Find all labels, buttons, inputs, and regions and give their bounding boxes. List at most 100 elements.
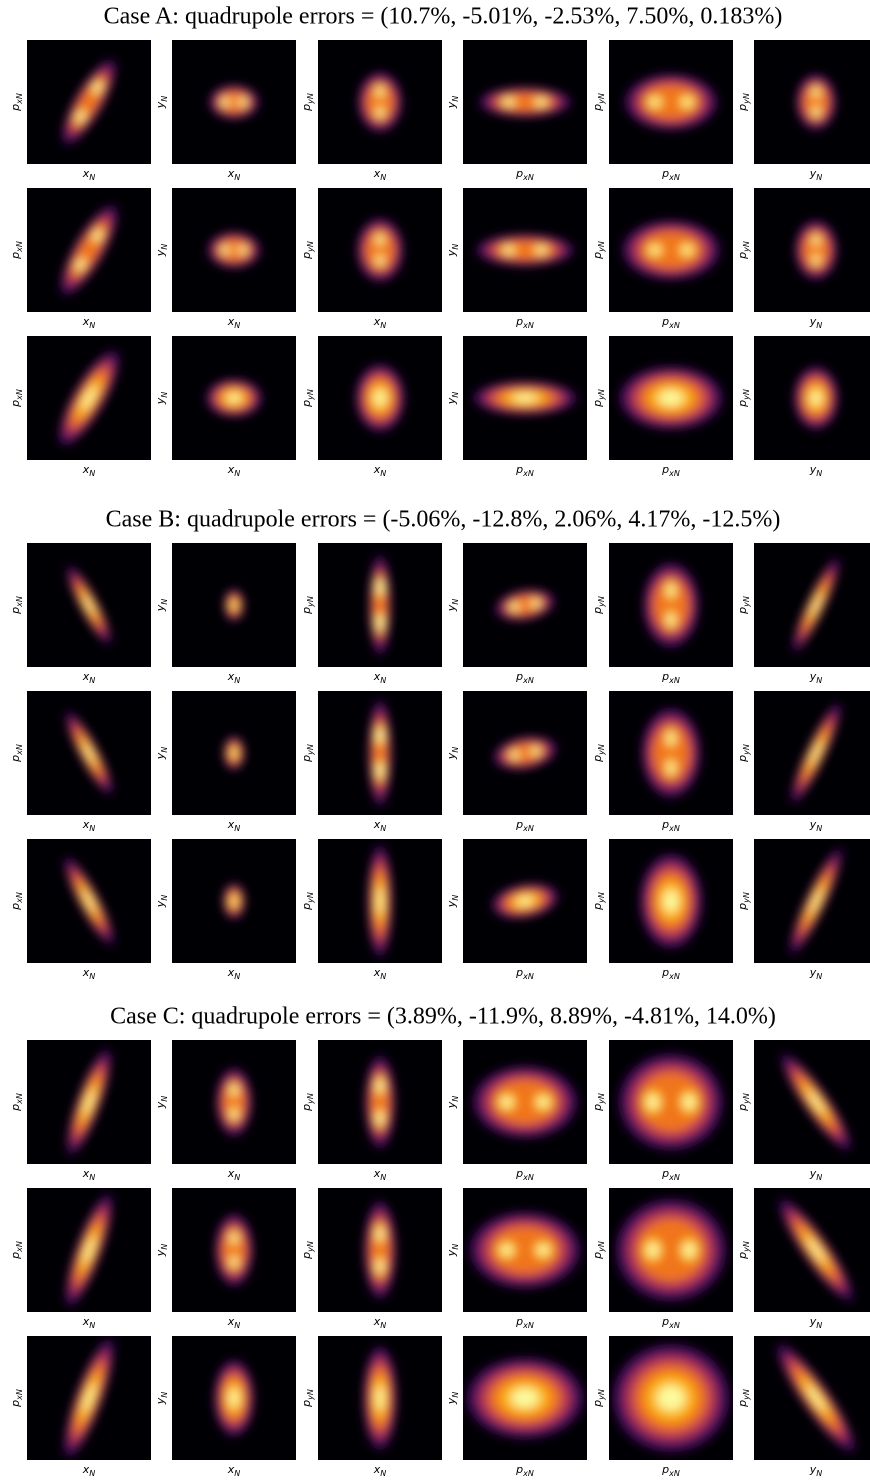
panel: xNpxN — [9, 336, 151, 478]
label-sub: xN — [522, 1469, 534, 1478]
phase-space-image — [318, 336, 442, 460]
beam-distribution — [365, 1056, 395, 1148]
x-axis-label: xN — [373, 670, 387, 685]
x-axis-label: yN — [809, 1167, 823, 1182]
phase-space-image — [172, 691, 296, 815]
x-axis-label: yN — [809, 670, 823, 685]
beam-core — [663, 890, 678, 913]
beam-lobe — [230, 1257, 238, 1267]
beam-distribution — [467, 1358, 583, 1439]
phase-space-image — [754, 336, 870, 460]
phase-space-image — [172, 1188, 296, 1312]
beam-lobe — [376, 728, 384, 742]
label-sub: N — [234, 1173, 240, 1182]
label-sub: N — [234, 173, 240, 182]
label-sub: xN — [668, 173, 680, 182]
label-sub: xN — [668, 469, 680, 478]
beam-core — [231, 897, 236, 906]
y-axis-label: pyN — [591, 241, 606, 260]
phase-space-image — [609, 1188, 733, 1312]
y-axis-label: pxN — [9, 93, 24, 112]
label-sub: xN — [522, 824, 534, 833]
y-axis-label: yN — [445, 1392, 460, 1406]
label-main: p — [661, 315, 669, 328]
beam-distribution — [209, 85, 259, 119]
y-axis-label: yN — [154, 244, 169, 258]
label-sub: N — [380, 676, 386, 685]
label-main: p — [661, 818, 669, 831]
beam-lobe — [647, 1095, 658, 1109]
label-main: p — [661, 966, 669, 979]
x-axis-label: xN — [373, 966, 387, 981]
label-main: p — [736, 1400, 749, 1408]
y-axis-label: pyN — [591, 389, 606, 408]
y-axis-label: pyN — [300, 744, 315, 763]
y-axis-label: pyN — [736, 744, 751, 763]
label-sub: xN — [15, 744, 24, 756]
label-sub: N — [380, 824, 386, 833]
beam-distribution — [216, 1068, 252, 1136]
label-sub: yN — [306, 1093, 315, 1105]
label-main: p — [591, 607, 604, 615]
beam-distribution — [224, 589, 244, 621]
panel: yNpyN — [736, 1336, 870, 1478]
y-axis-label: pyN — [736, 1093, 751, 1112]
phase-space-image — [463, 1040, 587, 1164]
label-main: p — [736, 400, 749, 408]
panel: xNyN — [154, 188, 296, 330]
label-sub: N — [89, 1469, 95, 1478]
beam-lobe — [376, 108, 384, 117]
label-sub: N — [89, 972, 95, 981]
beam-lobe — [667, 584, 675, 596]
beam-distribution — [640, 854, 703, 948]
beam-lobe — [376, 87, 384, 96]
beam-distribution — [368, 845, 393, 957]
x-axis-label: xN — [82, 1167, 96, 1182]
y-axis-label: pyN — [300, 892, 315, 911]
beam-distribution — [214, 1360, 254, 1436]
label-sub: yN — [306, 892, 315, 904]
label-sub: yN — [597, 744, 606, 756]
phase-space-image — [318, 40, 442, 164]
y-axis-label: yN — [154, 895, 169, 909]
y-axis-label: pxN — [9, 1389, 24, 1408]
x-axis-label: pxN — [515, 670, 534, 685]
case-title: Case A: quadrupole errors = (10.7%, -5.0… — [104, 4, 783, 30]
label-main: p — [9, 755, 22, 763]
beam-lobe — [538, 1097, 549, 1107]
label-main: p — [9, 1400, 22, 1408]
beam-lobe — [504, 246, 514, 254]
beam-distribution — [795, 220, 837, 279]
panel: pxNyN — [445, 691, 587, 833]
label-sub: yN — [742, 1241, 751, 1253]
label-main: p — [300, 1104, 313, 1112]
label-sub: yN — [597, 1241, 606, 1253]
label-sub: N — [89, 469, 95, 478]
label-sub: xN — [522, 972, 534, 981]
y-axis-label: pyN — [591, 596, 606, 615]
label-main: p — [736, 755, 749, 763]
label-sub: N — [160, 1244, 169, 1250]
label-main: p — [736, 903, 749, 911]
beam-lobe — [221, 98, 229, 106]
label-sub: yN — [597, 389, 606, 401]
label-sub: N — [816, 676, 822, 685]
label-main: p — [300, 903, 313, 911]
label-sub: yN — [742, 93, 751, 105]
x-axis-label: xN — [82, 670, 96, 685]
x-axis-label: pxN — [515, 315, 534, 330]
label-sub: xN — [15, 1093, 24, 1105]
y-axis-label: pyN — [736, 1241, 751, 1260]
beam-core — [657, 1385, 685, 1411]
beam-core — [231, 749, 236, 757]
panel: pxNyN — [445, 839, 587, 981]
y-axis-label: yN — [445, 392, 460, 406]
label-sub: yN — [742, 744, 751, 756]
label-sub: N — [160, 392, 169, 398]
label-sub: N — [816, 1173, 822, 1182]
label-main: p — [515, 167, 523, 180]
label-sub: xN — [668, 972, 680, 981]
beam-distribution — [625, 74, 717, 130]
label-sub: N — [89, 321, 95, 330]
